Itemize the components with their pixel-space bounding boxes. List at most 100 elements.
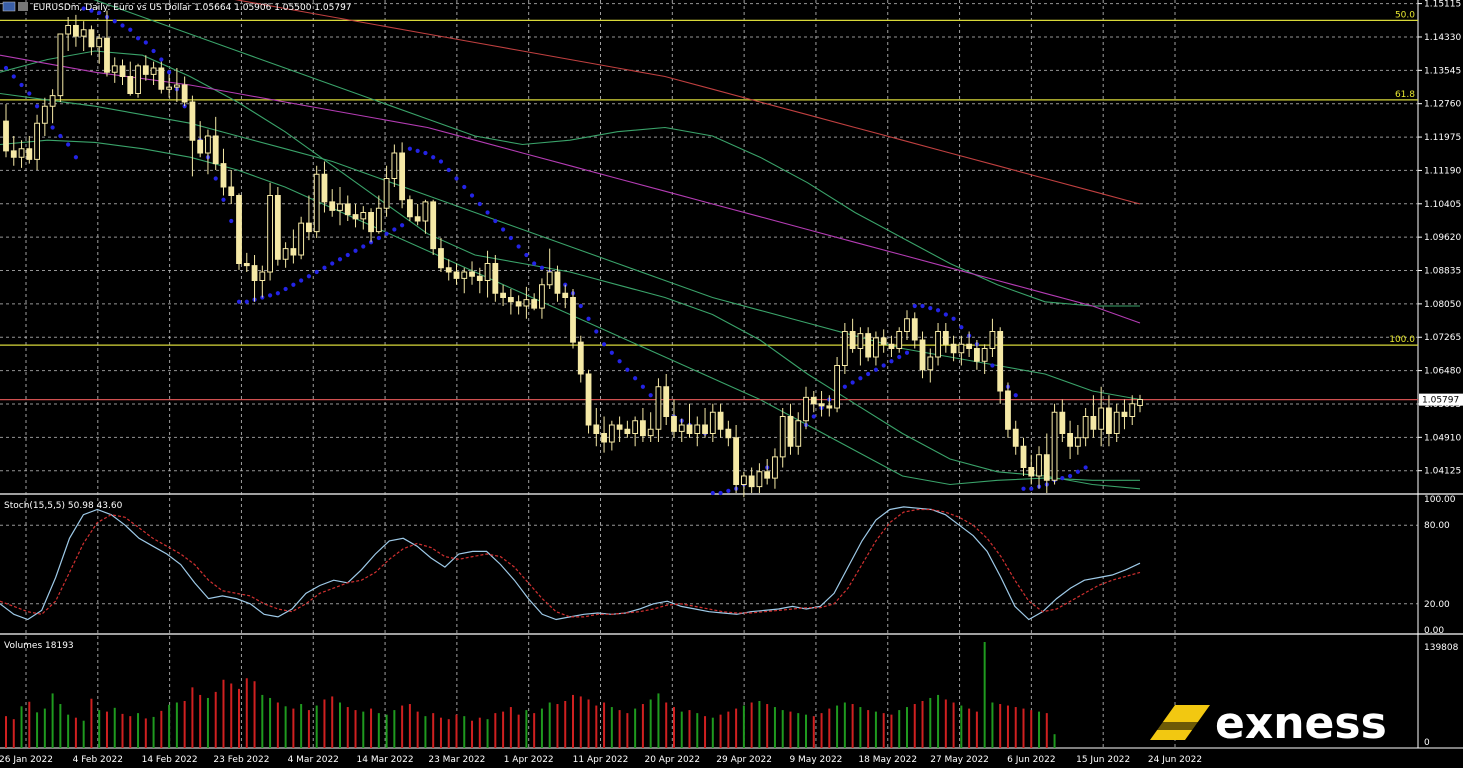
candle-body-bear (306, 222, 312, 233)
candle-body-bull (205, 135, 211, 154)
candle (958, 335, 965, 366)
candle (1106, 395, 1112, 447)
candle-body-bear (911, 318, 918, 341)
candle-body-bull (803, 396, 809, 422)
candle (127, 61, 134, 96)
candle-body-bear (119, 65, 126, 77)
candle (96, 34, 103, 64)
candle (554, 265, 561, 302)
candle-body-bear (500, 292, 507, 298)
candle (274, 187, 281, 266)
time-label: 26 Jan 2022 (0, 755, 53, 765)
candle-body-bull (360, 212, 367, 220)
candle-body-bear (88, 29, 95, 48)
time-label: 4 Mar 2022 (288, 755, 339, 765)
candle-body-bear (220, 163, 227, 188)
candle (282, 242, 289, 268)
candle (849, 318, 856, 353)
parabolic-sar-dot (625, 367, 630, 372)
volumes-label: Volumes 18193 (4, 641, 74, 651)
parabolic-sar-dot (221, 197, 226, 202)
candle-body-bear (1121, 411, 1128, 417)
candle-body-bear (453, 271, 460, 279)
candle (166, 74, 173, 98)
candle (570, 289, 576, 349)
candle-body-bull (1129, 403, 1136, 417)
candle-body-bull (1098, 407, 1105, 430)
candle (18, 140, 25, 168)
time-label: 9 May 2022 (789, 755, 842, 765)
candle (290, 229, 297, 264)
candle (663, 374, 670, 425)
candle (453, 263, 460, 285)
price-tick-label: 1.06480 (1424, 367, 1461, 377)
candle-body-bear (189, 101, 196, 141)
parabolic-sar-dot (3, 65, 9, 71)
candle (772, 448, 778, 489)
moving-average-line (0, 54, 1141, 324)
candle-body-bull (834, 365, 840, 409)
parabolic-sar-dot (1060, 476, 1065, 481)
candle-body-bear (686, 424, 693, 434)
candle (1129, 395, 1136, 425)
candle (243, 252, 250, 272)
candle (779, 408, 786, 468)
parabolic-sar-dot (477, 201, 482, 207)
parabolic-sar-dot (244, 299, 249, 304)
candle-body-bull (135, 65, 141, 94)
price-tick-label: 1.08050 (1424, 300, 1461, 310)
moving-average-line (0, 139, 1140, 486)
candle (810, 391, 817, 413)
candle-body-bear (733, 437, 740, 485)
parabolic-sar-dot (1067, 473, 1073, 479)
candle (880, 329, 887, 353)
parabolic-sar-dot (462, 184, 467, 190)
candle (49, 89, 56, 124)
candle-body-bull (96, 37, 103, 48)
moving-average-line (234, 0, 1141, 205)
parabolic-sar-dot (267, 293, 273, 298)
candle-body-bear (593, 424, 600, 434)
parabolic-sar-dot (485, 210, 490, 215)
candle (539, 278, 545, 319)
candle (391, 144, 398, 187)
candle-body-bear (942, 331, 949, 345)
candle-body-bull (873, 337, 879, 358)
candle-body-bull (1137, 399, 1143, 406)
candle (72, 14, 79, 47)
parabolic-sar-dot (617, 359, 622, 364)
parabolic-sar-dot (407, 146, 412, 151)
time-label: 11 Apr 2022 (573, 755, 629, 765)
candle-body-bear (104, 37, 110, 73)
candle (57, 33, 64, 102)
candle (709, 403, 716, 442)
fib-level-label: 61.8 (1395, 90, 1415, 100)
candle (267, 182, 273, 281)
candle-body-bear (717, 411, 724, 430)
candle (678, 418, 685, 442)
candle-body-bear (72, 25, 79, 37)
candle (360, 206, 367, 230)
candle-body-bull (166, 86, 173, 90)
parabolic-sar-dot (850, 380, 855, 385)
candle (826, 395, 833, 417)
brand-name: exness (1215, 698, 1387, 749)
candle (671, 399, 677, 438)
candle-body-bull (779, 416, 786, 458)
volumes-panel (5, 642, 1056, 748)
parabolic-sar-dot (97, 10, 102, 15)
candle (787, 403, 794, 455)
candle-body-bull (383, 178, 390, 209)
parabolic-sar-dot (718, 490, 723, 496)
parabolic-sar-dot (873, 367, 879, 372)
candle-body-bear (236, 195, 242, 264)
volume-tick-label: 139808 (1424, 643, 1459, 653)
candle (352, 204, 359, 228)
candle (686, 403, 693, 438)
parabolic-sar-dot (275, 291, 280, 296)
parabolic-sar-dot (353, 248, 358, 253)
window-icon[interactable] (2, 1, 16, 12)
candle-body-bear (181, 84, 188, 103)
chart-type-icon[interactable] (18, 2, 28, 11)
candle (220, 148, 227, 196)
